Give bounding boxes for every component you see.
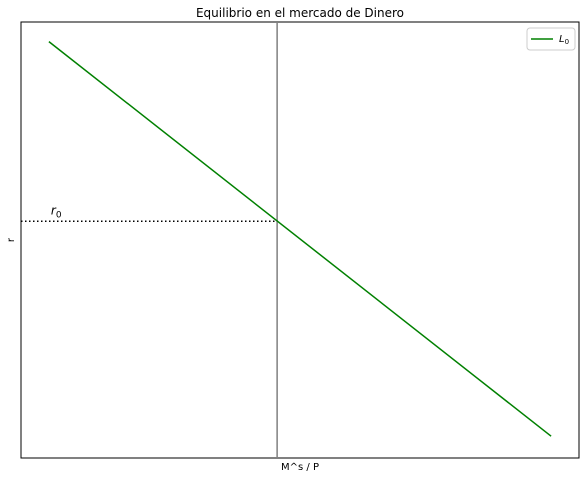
chart-title: Equilibrio en el mercado de Dinero bbox=[196, 6, 404, 20]
annotation-r0: r0 bbox=[51, 203, 62, 220]
legend-label-l0: L0 bbox=[559, 34, 569, 46]
annotation-r0-main: r bbox=[51, 203, 57, 217]
legend: L0 bbox=[526, 27, 576, 51]
y-axis-label: r bbox=[6, 237, 17, 242]
x-axis-label: M^s / P bbox=[281, 462, 319, 473]
annotation-r0-sub: 0 bbox=[56, 210, 62, 220]
legend-label-sub: 0 bbox=[565, 38, 569, 46]
series-line-l0 bbox=[48, 41, 552, 437]
legend-label-main: L bbox=[559, 34, 565, 45]
